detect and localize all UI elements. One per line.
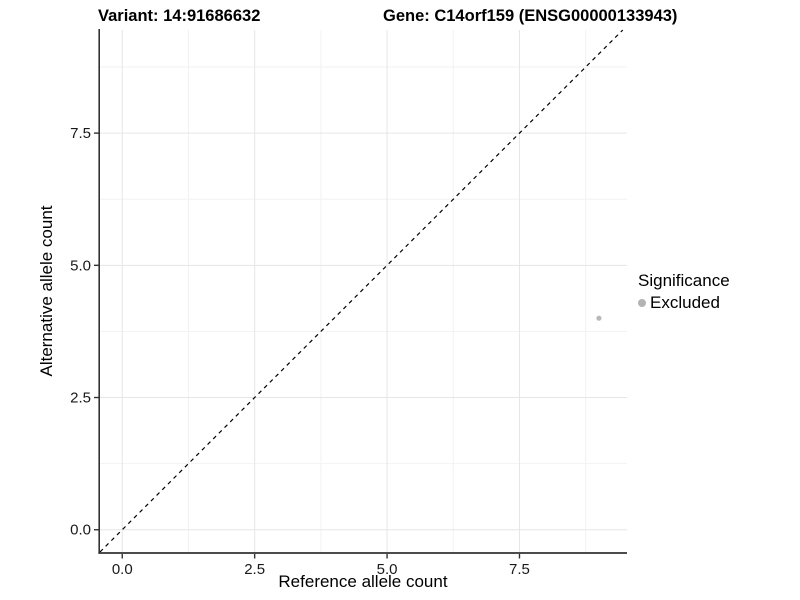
legend-item-label: Excluded [650,293,720,312]
y-tick-label: 5.0 [70,257,91,274]
y-tick-label: 0.0 [70,522,91,539]
plot-title-gene: Gene: C14orf159 (ENSG00000133943) [383,7,678,25]
y-tick-label: 2.5 [70,390,91,407]
legend-title: Significance [638,271,730,290]
legend-point-icon [638,298,646,307]
x-tick-label: 5.0 [377,561,398,578]
data-point [596,315,602,321]
x-tick-label: 7.5 [509,561,530,578]
identity-reference-line [99,29,624,553]
x-tick-label: 0.0 [112,561,133,578]
legend: Significance Excluded [638,271,730,312]
x-axis-title: Reference allele count [278,572,448,591]
legend-item-excluded: Excluded [638,293,730,312]
x-tick-label: 2.5 [244,561,265,578]
plot-title-variant: Variant: 14:91686632 [98,7,261,25]
y-axis-title: Alternative allele count [37,205,56,377]
y-tick-label: 7.5 [70,125,91,142]
